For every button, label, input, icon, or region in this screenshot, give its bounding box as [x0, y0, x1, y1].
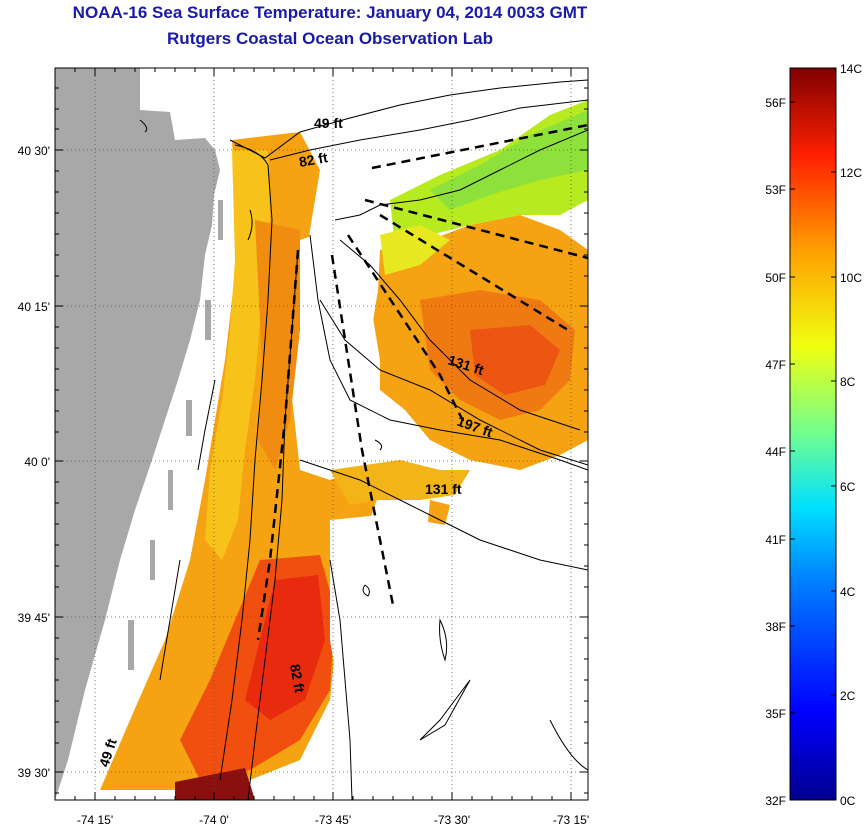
colorbar-f-label: 50F — [765, 271, 786, 285]
colorbar-c-label: 0C — [840, 794, 856, 808]
map-grid — [55, 68, 588, 800]
land-mass — [55, 68, 220, 800]
shipping-lanes — [256, 123, 588, 641]
colorbar-f-label: 41F — [765, 533, 786, 547]
barrier-islands — [128, 200, 223, 670]
bathymetry-contours — [139, 79, 588, 800]
map-subtitle: Rutgers Coastal Ocean Observation Lab — [167, 29, 493, 48]
colorbar-c-label: 6C — [840, 480, 856, 494]
x-tick-label: -74 15' — [77, 813, 113, 827]
colorbar-c-label: 14C — [840, 62, 862, 76]
colorbar-c-label: 8C — [840, 375, 856, 389]
colorbar-f-label: 35F — [765, 707, 786, 721]
y-tick-label: 39 45' — [18, 611, 50, 625]
colorbar-c-label: 12C — [840, 166, 862, 180]
x-tick-label: -73 45' — [315, 813, 351, 827]
y-tick-label: 40 15' — [18, 300, 50, 314]
colorbar-f-label: 32F — [765, 794, 786, 808]
colorbar-f-label: 47F — [765, 358, 786, 372]
colorbar-f-label: 53F — [765, 183, 786, 197]
y-tick-label: 40 0' — [24, 455, 50, 469]
colorbar: 56F 53F 50F 47F 44F 41F 38F 35F 32F 14C … — [765, 62, 862, 808]
isobath-label: 82 ft — [287, 663, 308, 694]
map-panel: 49 ft 82 ft 131 ft 197 ft 131 ft 82 ft 4… — [18, 67, 589, 827]
colorbar-f-label: 44F — [765, 445, 786, 459]
x-tick-label: -73 15' — [553, 813, 589, 827]
colorbar-c-label: 4C — [840, 585, 856, 599]
x-tick-label: -74 0' — [199, 813, 229, 827]
map-frame — [54, 67, 589, 801]
colorbar-c-label: 10C — [840, 271, 862, 285]
map-ticks — [55, 68, 588, 800]
isobath-label: 131 ft — [425, 481, 462, 497]
colorbar-f-label: 38F — [765, 620, 786, 634]
y-tick-label: 40 30' — [18, 144, 50, 158]
colorbar-f-label: 56F — [765, 96, 786, 110]
isobath-label: 49 ft — [314, 115, 343, 131]
y-tick-label: 39 30' — [18, 766, 50, 780]
colorbar-gradient — [789, 67, 837, 801]
x-tick-label: -73 30' — [434, 813, 470, 827]
map-title: NOAA-16 Sea Surface Temperature: January… — [72, 3, 588, 22]
isobath-label: 82 ft — [298, 149, 329, 170]
colorbar-c-label: 2C — [840, 689, 856, 703]
colorbar-ticks — [790, 67, 836, 714]
